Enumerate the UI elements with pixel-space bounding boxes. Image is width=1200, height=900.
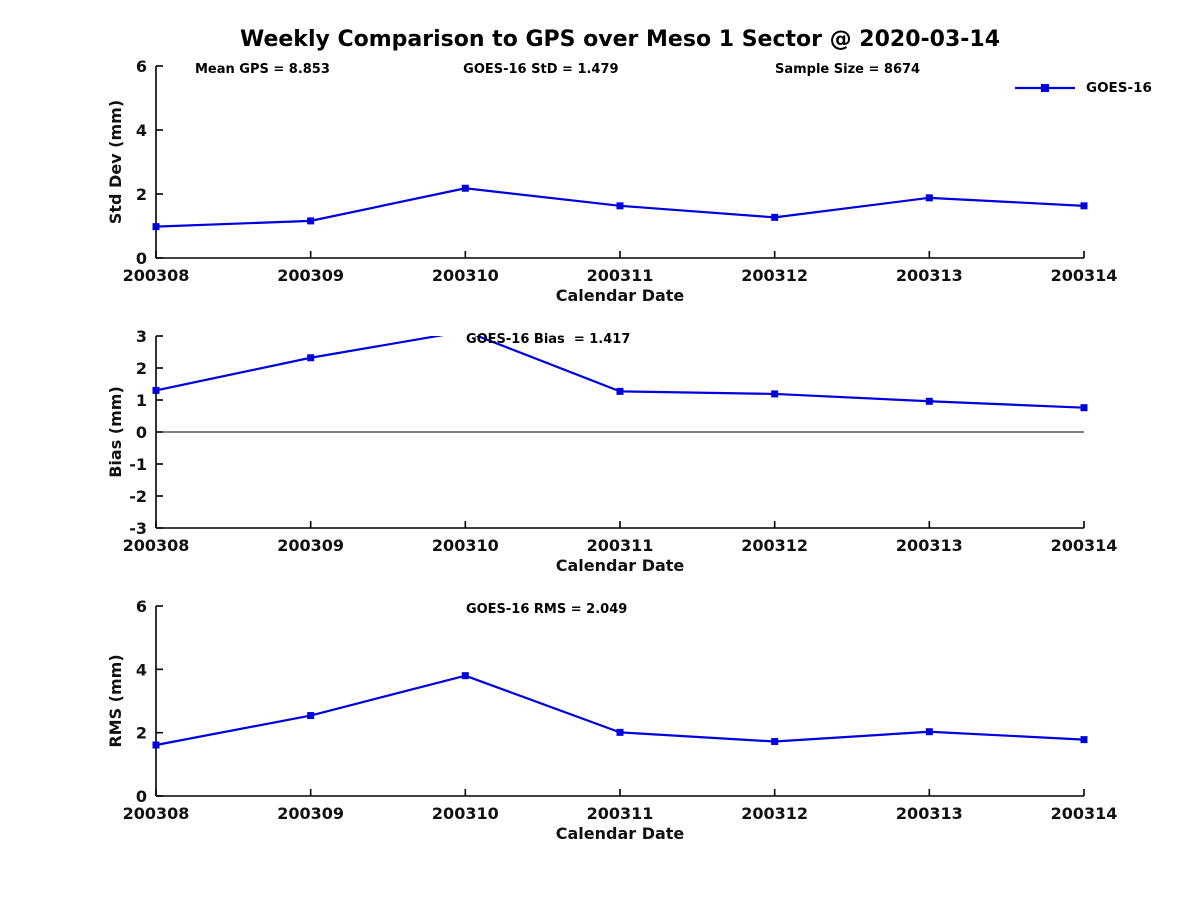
x-tick-label: 200314 — [1051, 804, 1118, 823]
y-tick-label: 3 — [136, 327, 147, 346]
series-group — [152, 672, 1088, 749]
x-tick-label: 200311 — [587, 804, 654, 823]
x-tick-label: 200310 — [432, 536, 499, 555]
x-tick-label: 200312 — [741, 536, 808, 555]
x-tick-label: 200310 — [432, 266, 499, 285]
y-tick-label: 4 — [136, 121, 147, 140]
x-tick-label: 200309 — [277, 266, 344, 285]
series-group — [152, 336, 1088, 412]
y-tick-label: 0 — [136, 423, 147, 442]
data-point-marker — [771, 213, 779, 221]
subplot-std-dev-vs-date: 0 2 4 6 200308 200309 200310 200311 200312 200313… — [106, 57, 1117, 305]
y-tick-label: 2 — [136, 724, 147, 743]
data-point-marker — [461, 672, 469, 680]
x-tick-label: 200309 — [277, 804, 344, 823]
data-point-marker — [1080, 202, 1088, 210]
x-axis-title: Calendar Date — [556, 286, 685, 305]
data-point-marker — [616, 728, 624, 736]
y-tick-label: -2 — [129, 487, 147, 506]
x-tick-label: 200312 — [741, 804, 808, 823]
data-point-marker — [461, 184, 469, 192]
data-point-marker — [152, 741, 160, 749]
x-tick-label: 200308 — [123, 266, 190, 285]
legend-label: GOES-16 — [1086, 80, 1152, 96]
series-group — [152, 184, 1088, 231]
data-point-marker — [307, 354, 315, 362]
annotation-text: Mean GPS = 8.853 — [195, 62, 330, 77]
x-tick-label: 200311 — [587, 266, 654, 285]
data-point-marker — [307, 712, 315, 720]
y-axis-title: Bias (mm) — [106, 386, 125, 478]
data-point-marker — [616, 387, 624, 395]
y-tick-label: 1 — [136, 391, 147, 410]
data-point-marker — [616, 202, 624, 210]
annotation-text: GOES-16 RMS = 2.049 — [466, 602, 627, 617]
x-tick-label: 200309 — [277, 536, 344, 555]
subplot-rms-vs-date: 0 2 4 6 200308 200309 200310 200311 200312 200313… — [106, 597, 1117, 843]
data-point-marker — [925, 397, 933, 405]
legend-line-marker-icon — [1015, 84, 1075, 92]
y-tick-label: 2 — [136, 185, 147, 204]
data-point-marker — [925, 194, 933, 202]
x-tick-label: 200313 — [896, 804, 963, 823]
x-tick-label: 200314 — [1051, 536, 1118, 555]
figure-title: Weekly Comparison to GPS over Meso 1 Sec… — [239, 27, 1001, 52]
x-tick-label: 200313 — [896, 536, 963, 555]
x-axis-title: Calendar Date — [556, 556, 685, 575]
data-point-marker — [925, 728, 933, 736]
data-point-marker — [1080, 736, 1088, 744]
x-axis-title: Calendar Date — [556, 824, 685, 843]
data-point-marker — [152, 386, 160, 394]
y-tick-label: 4 — [136, 660, 147, 679]
y-tick-label: -1 — [129, 455, 147, 474]
annotation-text: Sample Size = 8674 — [775, 62, 920, 77]
x-tick-label: 200310 — [432, 804, 499, 823]
x-tick-label: 200308 — [123, 536, 190, 555]
data-point-marker — [771, 390, 779, 398]
y-tick-label: 0 — [136, 787, 147, 806]
data-point-marker — [771, 738, 779, 746]
y-tick-label: 0 — [136, 249, 147, 268]
y-tick-label: -3 — [129, 519, 147, 538]
x-tick-label: 200313 — [896, 266, 963, 285]
annotation-text: GOES-16 Bias = 1.417 — [466, 332, 630, 347]
data-point-marker — [307, 217, 315, 225]
y-tick-label: 6 — [136, 57, 147, 76]
x-tick-label: 200312 — [741, 266, 808, 285]
legend: GOES-16 — [1014, 80, 1152, 96]
data-point-marker — [152, 223, 160, 231]
x-tick-label: 200314 — [1051, 266, 1118, 285]
annotation-text: GOES-16 StD = 1.479 — [463, 62, 618, 77]
y-tick-label: 2 — [136, 359, 147, 378]
y-axis-title: RMS (mm) — [106, 654, 125, 747]
y-tick-label: 6 — [136, 597, 147, 616]
data-point-marker — [1080, 404, 1088, 412]
y-axis-title: Std Dev (mm) — [106, 100, 125, 224]
x-tick-label: 200311 — [587, 536, 654, 555]
x-tick-label: 200308 — [123, 804, 190, 823]
